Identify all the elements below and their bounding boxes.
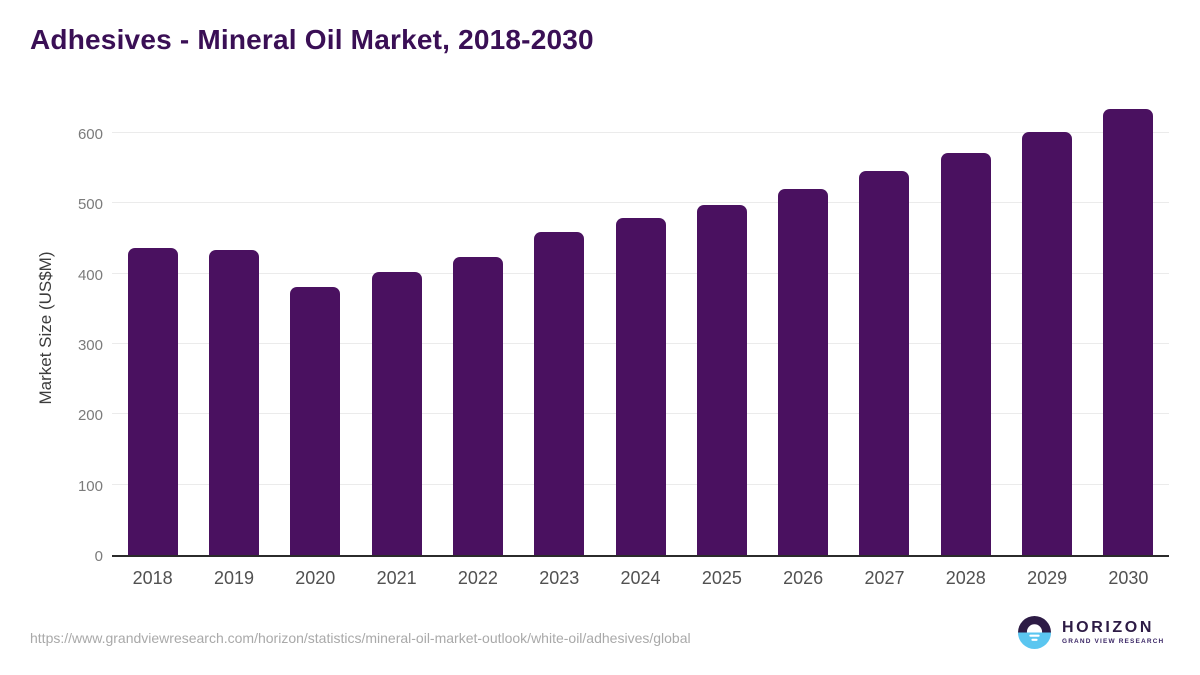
- x-tick-label-2025: 2025: [701, 568, 742, 588]
- y-tick-label-100: 100: [77, 477, 103, 495]
- x-tick-label-2029: 2029: [1027, 568, 1068, 588]
- bar-2027[interactable]: [859, 171, 910, 555]
- bar-column-2022: [437, 100, 518, 555]
- y-tick-label-300: 300: [77, 337, 103, 355]
- logo-subtitle: GRAND VIEW RESEARCH: [1062, 637, 1165, 645]
- bar-2026[interactable]: [778, 188, 829, 555]
- bar-column-2023: [519, 100, 600, 555]
- logo-wordmark: HORIZON: [1062, 618, 1154, 636]
- bar-2025[interactable]: [696, 204, 747, 555]
- gridline-500: [112, 202, 1169, 204]
- y-axis-tick-labels: 0 100 200 300 400 500 600: [0, 100, 103, 565]
- bar-2028[interactable]: [940, 152, 991, 555]
- bar-2022[interactable]: [452, 256, 503, 555]
- y-tick-label-600: 600: [77, 126, 103, 144]
- x-tick-label-2020: 2020: [295, 568, 336, 588]
- bar-column-2030: [1088, 100, 1169, 555]
- x-tick-label-2026: 2026: [783, 568, 824, 588]
- x-tick-label-2028: 2028: [945, 568, 986, 588]
- bar-column-2026: [763, 100, 844, 555]
- bar-2021[interactable]: [371, 272, 422, 555]
- logo-text: HORIZON GRAND VIEW RESEARCH: [1062, 618, 1165, 646]
- x-tick-label-2022: 2022: [457, 568, 498, 588]
- bar-series: [112, 100, 1169, 555]
- plot-area: [112, 100, 1169, 557]
- y-tick-label-0: 0: [94, 548, 103, 565]
- bar-column-2027: [844, 100, 925, 555]
- bar-2018[interactable]: [127, 248, 178, 555]
- source-url[interactable]: https://www.grandviewresearch.com/horizo…: [30, 630, 691, 646]
- bar-column-2021: [356, 100, 437, 555]
- bar-column-2029: [1006, 100, 1087, 555]
- x-axis-tick-labels: 2018 2019 2020 2021 2022 2023 2024 2025 2026 2027…: [112, 568, 1169, 589]
- bar-2020[interactable]: [290, 287, 341, 555]
- chart-title: Adhesives - Mineral Oil Market, 2018-203…: [30, 24, 594, 55]
- bar-column-2020: [275, 100, 356, 555]
- gridline-600: [112, 132, 1169, 134]
- bar-column-2024: [600, 100, 681, 555]
- bar-2023[interactable]: [534, 232, 585, 555]
- horizon-sun-over-water-icon: [1018, 616, 1051, 649]
- horizon-logo: HORIZON GRAND VIEW RESEARCH: [1018, 616, 1164, 649]
- x-tick-label-2018: 2018: [132, 568, 173, 588]
- bar-column-2025: [681, 100, 762, 555]
- bar-2019[interactable]: [208, 249, 259, 555]
- y-tick-label-500: 500: [77, 196, 103, 214]
- x-tick-label-2021: 2021: [376, 568, 417, 588]
- x-tick-label-2030: 2030: [1108, 568, 1149, 588]
- bar-column-2028: [925, 100, 1006, 555]
- x-tick-label-2024: 2024: [620, 568, 661, 588]
- x-tick-label-2019: 2019: [213, 568, 254, 588]
- bar-column-2019: [193, 100, 274, 555]
- x-tick-label-2027: 2027: [864, 568, 905, 588]
- bar-2024[interactable]: [615, 218, 666, 555]
- bar-2029[interactable]: [1022, 131, 1073, 555]
- bar-2030[interactable]: [1103, 109, 1154, 555]
- y-tick-label-400: 400: [77, 266, 103, 284]
- bar-column-2018: [112, 100, 193, 555]
- y-tick-label-200: 200: [77, 407, 103, 425]
- x-tick-label-2023: 2023: [539, 568, 580, 588]
